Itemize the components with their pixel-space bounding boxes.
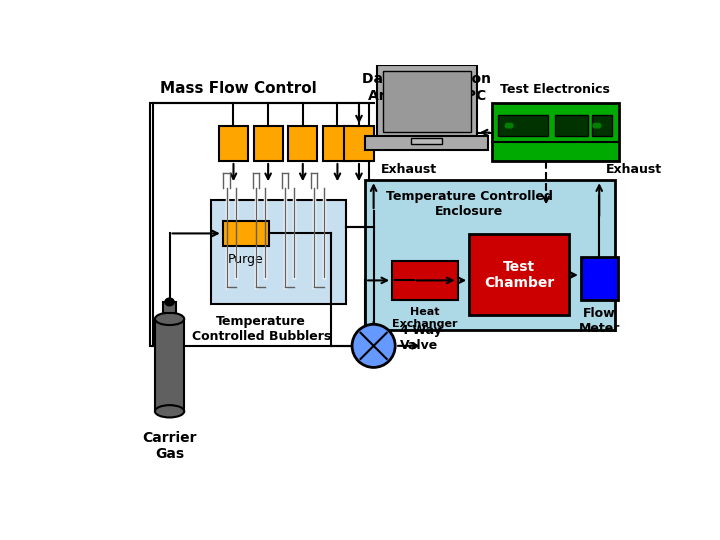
Ellipse shape — [165, 298, 174, 306]
Bar — [392, 261, 457, 300]
Circle shape — [508, 123, 513, 128]
Circle shape — [593, 123, 598, 128]
Bar — [593, 115, 611, 137]
Bar — [288, 126, 318, 161]
Text: Exhaust: Exhaust — [381, 164, 436, 177]
Bar — [323, 126, 352, 161]
Bar — [155, 319, 184, 411]
Text: Flow
Meter: Flow Meter — [579, 307, 620, 335]
Circle shape — [505, 123, 510, 128]
Circle shape — [352, 325, 395, 367]
Bar — [555, 115, 588, 137]
Bar — [498, 115, 549, 137]
Bar — [492, 103, 619, 161]
Text: 4-Way
Valve: 4-Way Valve — [400, 324, 443, 352]
Bar — [411, 138, 442, 144]
Bar — [469, 234, 570, 315]
Text: Temperature
Controlled Bubblers: Temperature Controlled Bubblers — [192, 315, 330, 343]
Text: Data Acquisition
And Control PC: Data Acquisition And Control PC — [362, 72, 491, 103]
Text: Test
Chamber: Test Chamber — [484, 260, 554, 290]
Bar — [150, 103, 369, 346]
Text: Test Electronics: Test Electronics — [500, 83, 611, 96]
Bar — [581, 257, 618, 300]
Text: Temperature Controlled
Enclosure: Temperature Controlled Enclosure — [386, 190, 552, 218]
Text: Carrier
Gas: Carrier Gas — [143, 430, 197, 461]
Bar — [219, 126, 248, 161]
Circle shape — [596, 123, 600, 128]
Text: Mass Flow Control: Mass Flow Control — [160, 80, 317, 96]
Bar — [211, 200, 346, 303]
Bar — [383, 71, 471, 132]
Ellipse shape — [155, 313, 184, 325]
Bar — [253, 126, 283, 161]
Bar — [163, 302, 176, 313]
Bar — [344, 126, 374, 161]
Text: Exhaust: Exhaust — [606, 164, 662, 177]
Bar — [377, 65, 477, 138]
Text: Heat
Exchanger: Heat Exchanger — [392, 307, 457, 329]
Bar — [222, 221, 269, 246]
Bar — [365, 136, 488, 150]
Bar — [365, 180, 616, 330]
Text: Purge: Purge — [228, 253, 264, 266]
Ellipse shape — [155, 405, 184, 417]
